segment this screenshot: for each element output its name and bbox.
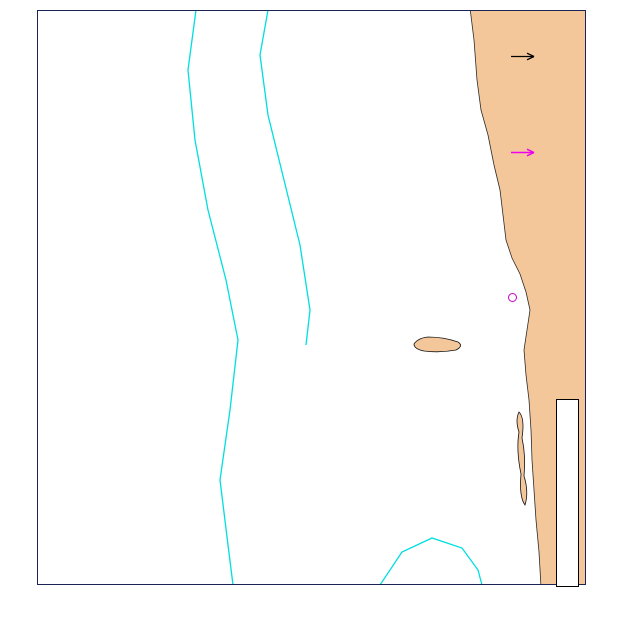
anmn-legend xyxy=(505,291,522,304)
hf-radar-legend xyxy=(507,148,536,157)
colorbar-gradient xyxy=(557,400,578,586)
argo-legend-item xyxy=(505,291,522,304)
argo-marker-icon xyxy=(508,292,517,302)
hf-radar-scale-arrow xyxy=(511,148,535,157)
altimetry-scale-arrow xyxy=(511,52,535,61)
colorbar xyxy=(556,399,579,587)
altimetry-scale xyxy=(507,52,536,61)
sst-heatmap xyxy=(37,10,586,585)
altimetry-legend xyxy=(507,52,536,61)
hf-radar-scale xyxy=(507,148,536,157)
